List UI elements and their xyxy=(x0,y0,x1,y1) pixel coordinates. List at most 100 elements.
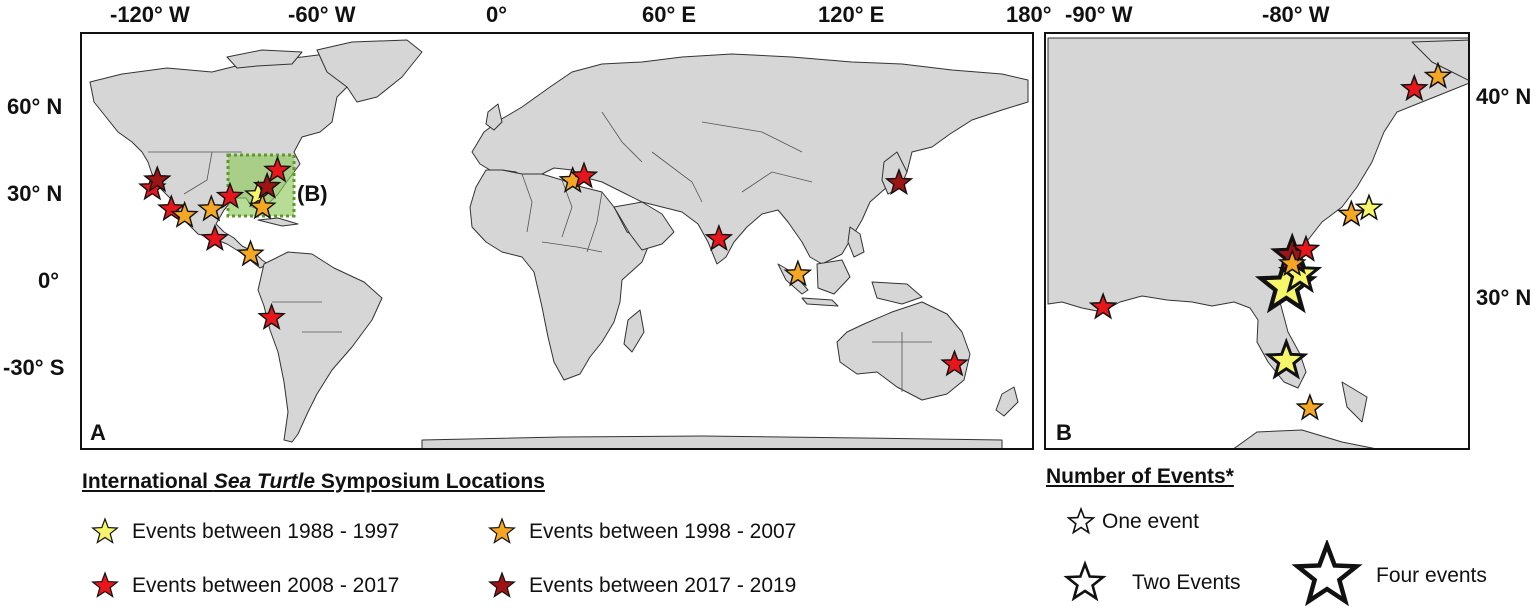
country-border xyxy=(701,121,803,153)
land-layer xyxy=(1047,37,1468,448)
event-markers xyxy=(138,155,969,377)
event-star xyxy=(157,194,186,222)
event-star xyxy=(170,200,199,228)
lat-tick-label: -30° S xyxy=(3,355,65,380)
inset-box-label: (B) xyxy=(297,181,328,206)
legend-title-end: Symposium Locations xyxy=(315,470,545,493)
landmass-south-america xyxy=(257,251,383,443)
lat-tick-label: 60° N xyxy=(7,94,63,119)
event-star xyxy=(884,167,914,196)
event-star xyxy=(1423,61,1453,89)
event-markers xyxy=(1088,61,1453,421)
event-star xyxy=(704,223,734,252)
country-borders xyxy=(148,111,932,392)
landmass-antarctica xyxy=(421,435,1003,448)
legend-title-start: International xyxy=(82,470,214,493)
landmass-new-england xyxy=(1411,39,1468,81)
legend-item-2008-2017: Events between 2008 - 2017 xyxy=(88,570,399,602)
size-legend-label: Four events xyxy=(1376,564,1487,587)
world-map xyxy=(89,39,1029,448)
lon-tick-label: -60° W xyxy=(288,2,356,27)
event-star xyxy=(783,259,813,287)
star-outline-icon xyxy=(1066,506,1096,535)
star-outline-icon xyxy=(1291,540,1363,607)
lon-tick-label: 180° xyxy=(1006,2,1052,27)
landmass-cuba xyxy=(1233,429,1375,448)
panel-label: A xyxy=(90,420,106,445)
legend-item-1988-1997: Events between 1988 - 1997 xyxy=(88,516,399,548)
size-legend-two: Two Events xyxy=(1060,560,1241,606)
landmass-cuba xyxy=(257,217,299,227)
lon-tick-label: -90° W xyxy=(1065,2,1133,27)
country-border xyxy=(601,111,643,163)
size-legend-label: One event xyxy=(1102,510,1199,533)
landmass-new-guinea xyxy=(871,281,923,305)
event-star xyxy=(1264,337,1309,380)
landmass-greenland xyxy=(316,39,423,103)
lat-tick-label: 30° N xyxy=(7,181,63,206)
landmass-arctic-islands xyxy=(226,49,303,69)
landmass-indonesia-borneo xyxy=(816,259,851,295)
size-legend-label: Two Events xyxy=(1132,571,1241,594)
event-star xyxy=(252,171,282,199)
country-border xyxy=(741,171,813,193)
landmass-eastern-us xyxy=(1047,37,1468,389)
country-border xyxy=(651,151,703,203)
landmass-uk xyxy=(485,103,503,131)
event-star xyxy=(940,349,969,377)
landmass-new-zealand xyxy=(995,386,1019,417)
event-star xyxy=(200,223,230,252)
legend-label: Events between 1998 - 2007 xyxy=(529,520,797,543)
size-legend-title: Number of Events* xyxy=(1046,465,1234,488)
event-star xyxy=(1291,234,1321,262)
land-layer xyxy=(89,39,1029,448)
legend-title: International Sea Turtle Symposium Locat… xyxy=(82,470,545,494)
lon-tick-label: 0° xyxy=(486,2,508,27)
landmass-madagascar xyxy=(623,309,645,353)
star-outline-icon xyxy=(1063,560,1107,602)
event-star xyxy=(263,155,292,183)
lon-tick-label: 60° E xyxy=(642,2,697,27)
lon-tick-label: -80° W xyxy=(1262,2,1330,27)
star-icon xyxy=(91,571,119,598)
event-star xyxy=(236,239,265,267)
landmass-bahamas xyxy=(1341,381,1368,423)
event-star xyxy=(1277,248,1307,277)
event-star xyxy=(215,181,245,209)
country-border xyxy=(183,151,213,195)
lon-tick-label: 120° E xyxy=(818,2,885,27)
lat-tick-label: 0° xyxy=(38,268,60,293)
country-border xyxy=(586,191,603,253)
event-star xyxy=(248,192,277,220)
event-star xyxy=(1354,193,1384,221)
landmass-africa xyxy=(469,169,651,381)
event-star xyxy=(197,194,226,222)
lon-tick-label: -120° W xyxy=(110,2,190,27)
legend-item-2017-2019: Events between 2017 - 2019 xyxy=(485,570,796,602)
landmass-arabia xyxy=(613,201,675,251)
event-star xyxy=(1088,292,1118,320)
event-star xyxy=(143,165,172,193)
lat-tick-label: 40° N xyxy=(1476,84,1532,109)
legend-title-italic: Sea Turtle xyxy=(213,470,316,493)
country-border xyxy=(521,173,533,233)
country-border xyxy=(541,241,603,253)
panel-label: B xyxy=(1056,420,1072,445)
star-icon xyxy=(488,571,516,598)
event-star xyxy=(1336,199,1366,227)
star-icon xyxy=(91,517,119,544)
lat-tick-label: 30° N xyxy=(1476,285,1532,310)
size-legend-four: Four events xyxy=(1288,540,1487,612)
landmass-indonesia-java xyxy=(801,297,839,307)
event-star xyxy=(1399,73,1429,102)
legend-label: Events between 2017 - 2019 xyxy=(529,574,797,597)
inset-map xyxy=(1047,37,1468,448)
event-star xyxy=(569,161,599,189)
legend-label: Events between 1988 - 1997 xyxy=(132,520,400,543)
event-star xyxy=(257,302,286,330)
legend-label: Events between 2008 - 2017 xyxy=(132,574,400,597)
legend-item-1998-2007: Events between 1998 - 2007 xyxy=(485,516,796,548)
event-star xyxy=(1295,393,1325,421)
size-legend-one: One event xyxy=(1064,506,1199,538)
star-icon xyxy=(488,517,516,544)
